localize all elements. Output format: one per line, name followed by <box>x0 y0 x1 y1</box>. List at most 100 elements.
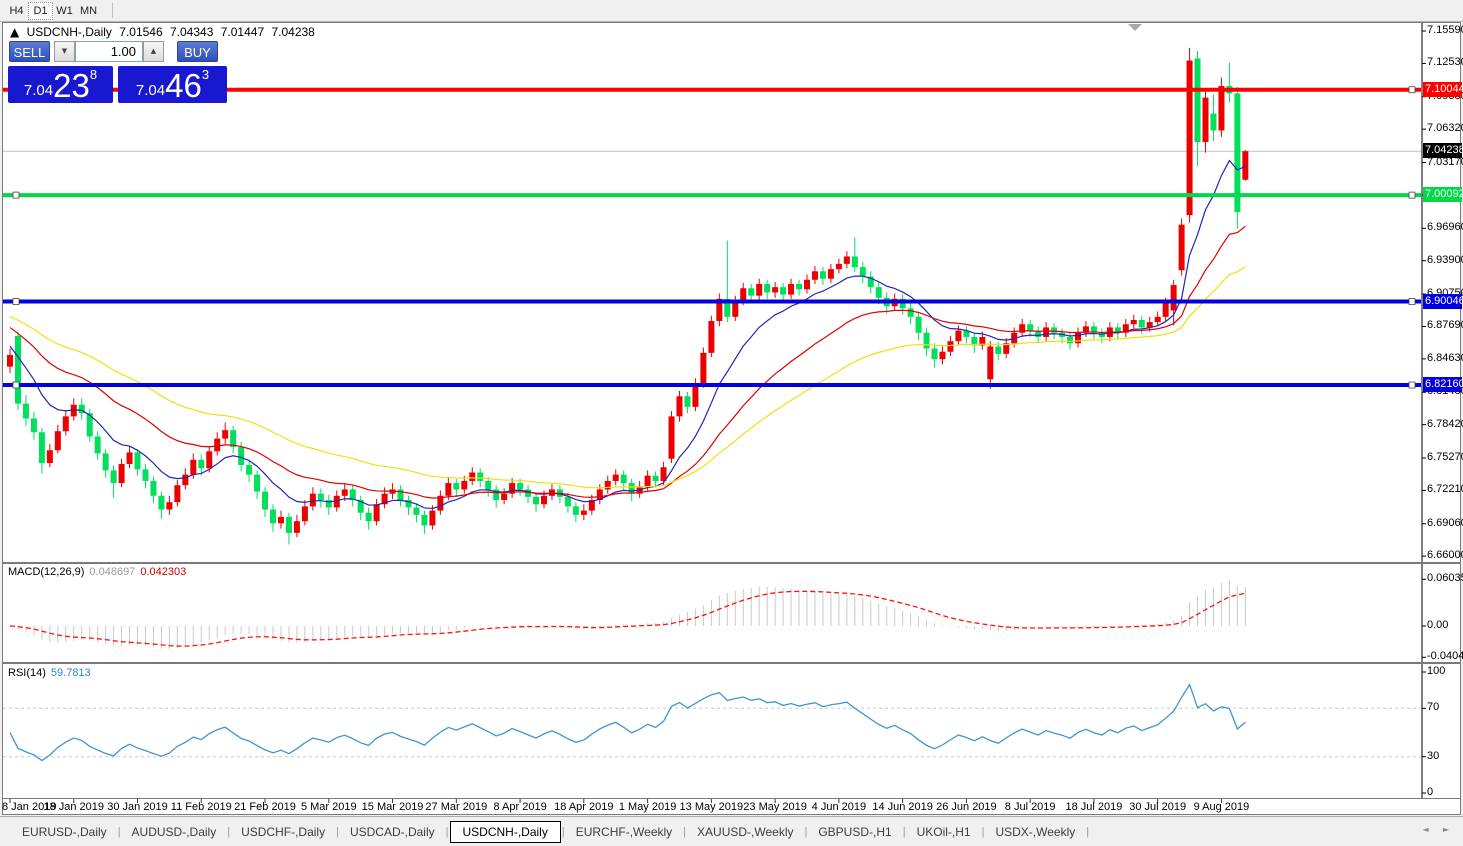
macd-indicator-label: MACD(12,26,9) 0.048697 0.042303 <box>8 566 191 578</box>
volume-decrease-button[interactable]: ▼ <box>54 41 75 62</box>
buy-price-prefix: 7.04 <box>135 82 166 99</box>
buy-price-box[interactable]: 7.04 46 3 <box>118 66 227 103</box>
rsi-name: RSI(14) <box>8 667 46 679</box>
date-label: 8 Jan 2019 <box>2 801 57 813</box>
chart-tab-gbpusd-h1[interactable]: GBPUSD-,H1 <box>818 825 892 839</box>
tab-scroll-right-icon[interactable]: ► <box>1442 825 1455 834</box>
chart-tab-usdcnh-daily[interactable]: USDCNH-,Daily <box>449 821 561 843</box>
buy-price-main: 46 <box>165 67 202 104</box>
date-label: 21 Feb 2019 <box>234 801 296 813</box>
rsi-axis-label: 100 <box>1427 665 1446 677</box>
price-tick-label: 7.15590 <box>1427 24 1463 36</box>
price-tick-label: 6.84630 <box>1427 351 1463 364</box>
chart-tab-ukoil-h1[interactable]: UKOil-,H1 <box>916 825 971 839</box>
date-label: 5 Mar 2019 <box>300 801 357 813</box>
macd-axis-label: -0.040416 <box>1427 650 1463 663</box>
chart-tab-usdcad-daily[interactable]: USDCAD-,Daily <box>349 825 435 839</box>
chart-title: ▲ USDCNH-,Daily 7.01546 7.04343 7.01447 … <box>10 25 319 39</box>
tab-scroll-arrows: ◄ ► <box>1422 825 1455 834</box>
date-label: 27 Mar 2019 <box>425 801 488 813</box>
date-label: 8 Apr 2019 <box>493 801 547 813</box>
sell-price-pip: 8 <box>89 67 98 82</box>
buy-button[interactable]: BUY <box>177 41 218 62</box>
date-label: 14 Jun 2019 <box>872 801 933 813</box>
price-tick-label: 6.69060 <box>1427 516 1463 529</box>
price-tick-label: 6.75270 <box>1427 450 1463 463</box>
tab-scroll-left-icon[interactable]: ◄ <box>1422 825 1435 834</box>
hline-price-label: 6.82160 <box>1423 377 1463 393</box>
tab-separator: | <box>902 826 906 838</box>
date-label: 8 Jul 2019 <box>1004 801 1056 813</box>
chart-tab-xauusd-weekly[interactable]: XAUUSD-,Weekly <box>697 825 794 839</box>
tab-separator: | <box>445 826 449 838</box>
timeframe-button-w1[interactable]: W1 <box>56 5 73 17</box>
timeframe-button-h4[interactable]: H4 <box>9 5 24 17</box>
date-label: 23 May 2019 <box>743 801 807 813</box>
tab-separator: | <box>117 826 121 838</box>
ohlc-open: 7.01546 <box>119 25 163 39</box>
date-label: 13 May 2019 <box>679 801 744 813</box>
date-label: 18 Apr 2019 <box>554 801 614 813</box>
chart-tab-bar: EURUSD-,Daily | AUDUSD-,Daily | USDCHF-,Dail… <box>0 816 1463 846</box>
rsi-indicator-label: RSI(14) 59.7813 <box>8 667 96 679</box>
chart-tab-usdchf-daily[interactable]: USDCHF-,Daily <box>241 825 326 839</box>
current-price-label: 7.04238 <box>1423 143 1463 159</box>
sell-price-box[interactable]: 7.04 23 8 <box>8 66 113 103</box>
date-label: 11 Feb 2019 <box>170 801 232 813</box>
rsi-axis-label: 30 <box>1427 749 1440 762</box>
chart-tab-usdx-weekly[interactable]: USDX-,Weekly <box>995 825 1076 839</box>
price-tick-label: 6.87690 <box>1427 319 1463 332</box>
trade-panel-toggle-icon[interactable]: ▲ <box>10 25 20 39</box>
date-label: 1 May 2019 <box>618 801 677 813</box>
chart-area-background <box>2 22 1461 815</box>
pane-separator-dates <box>2 798 1461 799</box>
sell-button[interactable]: SELL <box>9 41 50 62</box>
price-tick-label: 6.72210 <box>1427 483 1463 496</box>
tab-separator: | <box>804 826 808 838</box>
hline-price-label: 6.90046 <box>1423 293 1463 309</box>
date-label: 9 Aug 2019 <box>1193 801 1250 813</box>
sell-price-prefix: 7.04 <box>23 82 54 99</box>
macd-name: MACD(12,26,9) <box>8 566 85 578</box>
date-label: 18 Jan 2019 <box>43 801 105 813</box>
tab-separator: | <box>683 826 687 838</box>
price-tick-label: 7.12530 <box>1427 56 1463 69</box>
chart-tab-eurusd-daily[interactable]: EURUSD-,Daily <box>22 825 107 839</box>
price-tick-label: 6.96960 <box>1427 221 1463 234</box>
date-label: 30 Jul 2019 <box>1129 801 1187 813</box>
pane-separator-macd[interactable] <box>2 562 1461 564</box>
ohlc-close: 7.04238 <box>271 25 315 39</box>
date-label: 26 Jun 2019 <box>936 801 997 813</box>
chart-symbol-period: USDCNH-,Daily <box>26 25 112 39</box>
volume-increase-button[interactable]: ▲ <box>143 41 164 62</box>
timeframe-button-d1[interactable]: D1 <box>28 2 53 20</box>
hline-price-label: 7.00092 <box>1423 187 1463 203</box>
date-label: 15 Mar 2019 <box>361 801 424 813</box>
tab-separator: | <box>227 826 231 838</box>
timeframe-toolbar: H4 D1 W1 MN <box>0 0 1463 22</box>
sell-price-main: 23 <box>53 67 90 104</box>
macd-axis-label: 0.00 <box>1427 619 1449 631</box>
tab-separator: | <box>561 826 565 838</box>
price-tick-label: 6.78420 <box>1427 417 1463 430</box>
ohlc-low: 7.01447 <box>220 25 265 39</box>
rsi-axis-label: 70 <box>1427 701 1440 714</box>
price-tick-label: 6.93900 <box>1427 253 1463 266</box>
price-tick-label: 7.06320 <box>1427 122 1463 135</box>
date-label: 4 Jun 2019 <box>811 801 867 813</box>
tab-separator: | <box>981 826 985 838</box>
rsi-value: 59.7813 <box>50 667 91 679</box>
volume-input[interactable]: 1.00 <box>75 41 143 62</box>
chart-tabs: EURUSD-,Daily | AUDUSD-,Daily | USDCHF-,Dail… <box>0 817 1463 843</box>
tab-separator: | <box>336 826 339 838</box>
pane-separator-rsi[interactable] <box>2 662 1461 664</box>
price-tick-label: 6.66000 <box>1427 549 1463 562</box>
date-label: 30 Jan 2019 <box>107 801 168 813</box>
hline-price-label: 7.10044 <box>1423 81 1463 97</box>
rsi-axis-label: 0 <box>1427 786 1434 798</box>
timeframe-button-mn[interactable]: MN <box>79 5 98 17</box>
macd-signal-value: 0.042303 <box>140 566 187 578</box>
chart-tab-eurchf-weekly[interactable]: EURCHF-,Weekly <box>575 825 673 839</box>
chart-tab-audusd-daily[interactable]: AUDUSD-,Daily <box>131 825 217 839</box>
